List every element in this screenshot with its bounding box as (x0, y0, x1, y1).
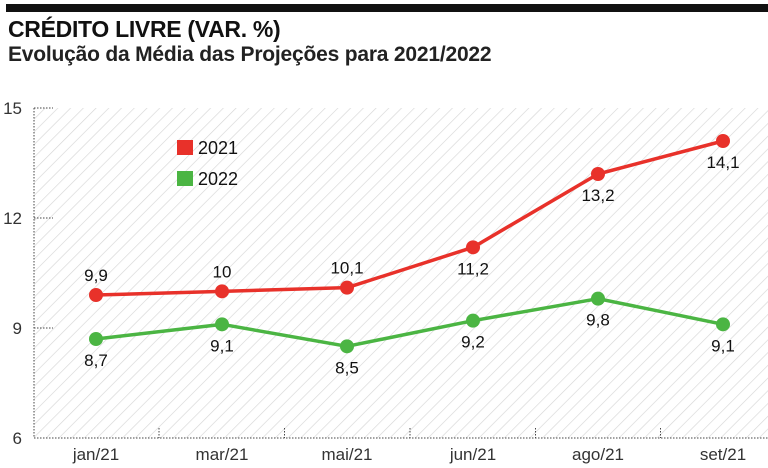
data-point (340, 339, 354, 354)
y-tick-label: 15 (3, 99, 22, 118)
x-tick-label: jan/21 (72, 445, 119, 464)
data-point (215, 317, 229, 332)
data-label: 8,7 (84, 351, 108, 370)
x-tick-label: mai/21 (321, 445, 372, 464)
series-2021: 9,9 10 10,1 11,2 13,2 14,1 (84, 134, 740, 302)
data-label: 14,1 (706, 153, 739, 172)
y-tick-label: 9 (13, 319, 22, 338)
x-tick-label: set/21 (700, 445, 746, 464)
data-point (89, 288, 103, 302)
data-label: 9,1 (711, 336, 735, 355)
legend-swatch-2022 (177, 171, 193, 186)
data-point (340, 280, 354, 295)
data-point (466, 313, 480, 328)
data-label: 9,1 (210, 336, 234, 355)
data-point (89, 332, 103, 346)
data-point (716, 134, 730, 148)
series-2022: 8,7 9,1 8,5 9,2 9,8 9,1 (84, 291, 735, 377)
x-tick-label: ago/21 (572, 445, 624, 464)
data-point (591, 291, 605, 306)
data-point (466, 240, 480, 255)
legend-label: 2022 (198, 169, 238, 189)
chart-subtitle: Evolução da Média das Projeções para 202… (8, 43, 492, 66)
data-label: 9,9 (84, 266, 108, 285)
chart-title: CRÉDITO LIVRE (VAR. %) (8, 16, 281, 42)
data-point (591, 167, 605, 181)
y-tick-label: 6 (13, 429, 22, 448)
y-tick-label: 12 (3, 209, 22, 228)
legend-label: 2021 (198, 138, 238, 158)
top-rule (6, 4, 768, 12)
data-label: 10,1 (330, 259, 363, 278)
data-label: 9,2 (461, 333, 485, 352)
legend-swatch-2021 (177, 140, 193, 155)
data-label: 8,5 (335, 358, 359, 377)
data-point (215, 284, 229, 299)
data-label: 13,2 (581, 186, 614, 205)
data-label: 9,8 (586, 311, 610, 330)
data-point (716, 317, 730, 332)
series-line-2021 (95, 139, 724, 297)
data-label: 10 (213, 262, 232, 281)
x-tick-label: jun/21 (449, 445, 496, 464)
data-label: 11,2 (457, 259, 489, 278)
x-tick-label: mar/21 (196, 445, 249, 464)
series-line-2022 (95, 296, 724, 349)
